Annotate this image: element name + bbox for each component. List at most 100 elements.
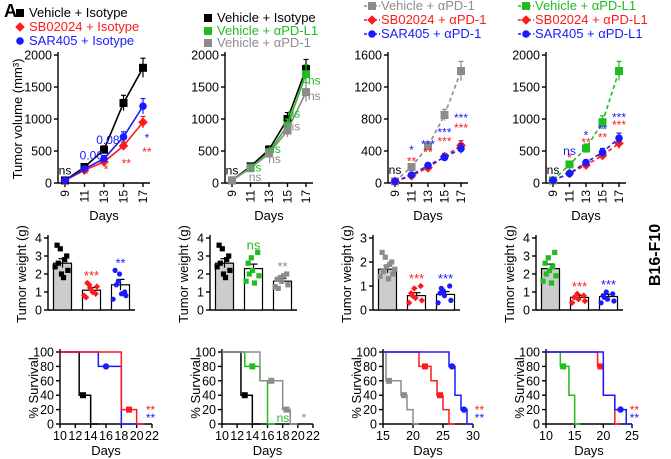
tw4-data-point (552, 249, 558, 255)
tw1-data-point (93, 283, 101, 290)
tv1-legend-marker (16, 37, 24, 45)
tw4-annotation: *** (601, 277, 616, 292)
sv1-survival-curve (60, 351, 99, 425)
sv3-x-axis-label: Days (413, 443, 443, 458)
tw3-annotation: *** (438, 271, 453, 286)
tv2-data-point (265, 149, 274, 158)
tw1-annotation: ** (115, 255, 125, 270)
sv3-censor-marker (460, 406, 468, 413)
tw2-annotation: ** (277, 259, 287, 274)
tw3-data-point (441, 293, 448, 299)
tv3-legend-label: SAR405 + αPD-1 (381, 26, 481, 41)
sv3-y-axis-label: % Survival (349, 357, 364, 419)
sv2-y-axis-label: % Survival (188, 357, 203, 419)
tv3-data-point (407, 162, 416, 171)
tv1-y-tick-label: 1000 (24, 113, 52, 127)
tv2-annotation: ns (288, 120, 301, 134)
tv2-data-point (227, 176, 236, 185)
tw3-data-point (385, 276, 392, 282)
tw4-data-point (540, 278, 546, 284)
tw3-y-tick-label: 3 (360, 232, 367, 246)
tv1-y-tick-label: 2000 (24, 49, 52, 63)
tv2-x-tick-label: 13 (262, 190, 276, 204)
tw1-data-point (89, 288, 96, 296)
tw1-data-point (60, 275, 67, 281)
tv1-annotation: * (104, 162, 109, 176)
tw1-y-tick-label: 1 (35, 286, 42, 300)
tw2-data-point (246, 271, 252, 277)
tw3-data-point (390, 271, 396, 277)
sv3-survival-curve (383, 351, 473, 425)
tw4-data-point (610, 291, 616, 297)
tw1-y-tick-label: 0 (35, 304, 42, 318)
tw1-data-point (82, 294, 90, 301)
sv1-x-tick-label: 18 (114, 429, 128, 443)
sv2-y-tick-label: 80 (202, 360, 216, 374)
tw1-data-point (112, 267, 118, 273)
sv3-survival-curve (383, 351, 455, 425)
tw4-data-point (548, 280, 555, 286)
tv3-legend-marker (368, 2, 377, 10)
tv4-annotation: ** (598, 130, 608, 144)
tw2-data-point (251, 280, 258, 286)
tv4-x-tick-label: 13 (579, 190, 593, 204)
tv4-y-tick-label: 1000 (512, 113, 540, 127)
tv1-annotation: ** (122, 157, 132, 171)
sv2-y-tick-label: 40 (202, 389, 216, 403)
sv3-y-tick-label: 20 (363, 403, 377, 417)
sv4-x-tick-label: 25 (625, 429, 639, 443)
tw2-data-point (256, 273, 262, 279)
tw4-data-point (603, 289, 609, 295)
sv4-y-tick-label: 80 (526, 360, 540, 374)
tv4-x-tick-label: 11 (563, 190, 577, 203)
tv1-x-tick-label: 17 (136, 190, 150, 204)
sv3-censor-marker (422, 363, 428, 370)
tv4-x-axis-label: Days (571, 208, 601, 223)
tw4-y-tick-label: 4 (523, 232, 530, 246)
tw1-data-point (57, 246, 63, 252)
tv3-annotation: *** (437, 126, 451, 140)
sv2-y-tick-label: 20 (202, 403, 216, 417)
tw2-data-point (280, 273, 287, 279)
sv2-x-tick-label: 16 (261, 429, 275, 443)
tw2-data-point (224, 257, 230, 263)
tw3-data-point (383, 264, 390, 270)
tv4-legend-marker (521, 15, 531, 25)
tv2-legend-marker (203, 27, 212, 36)
tw3-data-point (448, 297, 454, 303)
tw3-data-point (409, 292, 416, 299)
tv2-annotation: ns (268, 152, 281, 166)
tw4-data-point (543, 271, 549, 277)
sv2-x-tick-label: 14 (245, 429, 259, 443)
tv1-x-tick-label: 13 (97, 190, 111, 204)
sv2-censor-marker (283, 406, 290, 413)
sv1-x-tick-label: 10 (53, 429, 67, 443)
tw3-data-point (377, 273, 383, 279)
tv2-x-axis-label: Days (254, 208, 284, 223)
tw2-y-tick-label: 4 (197, 232, 204, 246)
sv1-x-tick-label: 20 (130, 429, 144, 443)
sv4-y-tick-label: 40 (526, 389, 540, 403)
tw4-y-tick-label: 0 (523, 304, 530, 318)
tw1-y-tick-label: 4 (35, 232, 42, 246)
tv3-series-line (394, 70, 462, 183)
tw1-data-point (118, 291, 125, 297)
tw4-y-tick-label: 3 (523, 250, 530, 264)
tv3-y-tick-label: 1200 (354, 81, 382, 95)
tv4-annotation: ** (598, 123, 608, 137)
tv2-annotation: ns (268, 142, 281, 156)
tv4-data-point (615, 134, 623, 142)
tv4-annotation: * (584, 128, 589, 142)
tv3-y-tick-label: 1600 (354, 49, 382, 63)
sv1-x-axis-label: Days (91, 443, 121, 458)
tv4-data-point (565, 169, 574, 178)
sv4-x-tick-label: 15 (568, 429, 582, 443)
sv1-x-tick-label: 16 (99, 429, 113, 443)
tv1-annotation: ns (59, 164, 72, 178)
sv1-x-tick-label: 14 (84, 429, 98, 443)
tw2-data-point (274, 276, 280, 282)
sv1-y-tick-label: 100 (33, 346, 54, 360)
